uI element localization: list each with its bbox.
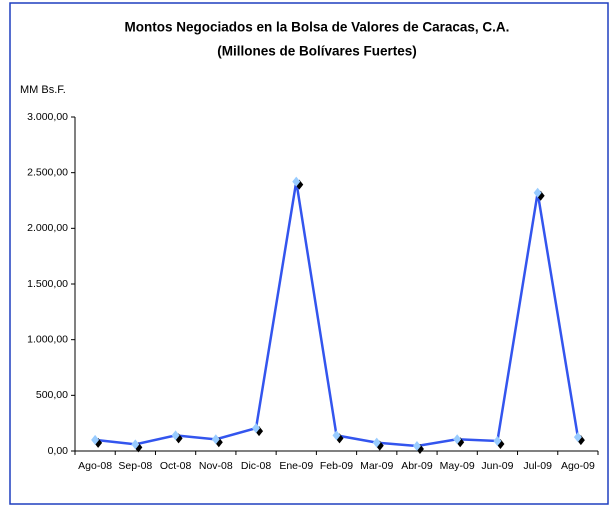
chart-frame xyxy=(9,2,609,505)
x-tick-label: Mar-09 xyxy=(360,460,393,472)
marker xyxy=(332,430,341,441)
y-tick-label: 2.000,00 xyxy=(27,222,68,234)
marker-shadow xyxy=(255,426,264,437)
chart-title: Montos Negociados en la Bolsa de Valores… xyxy=(125,20,510,35)
x-tick-label: Jun-09 xyxy=(481,460,513,472)
marker xyxy=(292,176,301,187)
x-tick-label: Ene-09 xyxy=(279,460,313,472)
marker xyxy=(252,423,261,434)
y-tick-label: 3.000,00 xyxy=(27,111,68,123)
marker xyxy=(91,434,100,445)
marker xyxy=(171,430,180,441)
x-tick-label: Dic-08 xyxy=(241,460,272,472)
y-tick-label: 2.500,00 xyxy=(27,166,68,178)
x-tick-label: Feb-09 xyxy=(320,460,353,472)
y-tick-label: 1.000,00 xyxy=(27,333,68,345)
y-tick-label: 0,00 xyxy=(48,445,69,457)
x-tick-label: May-09 xyxy=(440,460,475,472)
x-tick-label: Jul-09 xyxy=(523,460,552,472)
marker xyxy=(453,434,462,445)
marker xyxy=(573,432,582,443)
x-tick-label: Abr-09 xyxy=(401,460,433,472)
y-axis-label: MM Bs.F. xyxy=(20,84,66,96)
chart-subtitle: (Millones de Bolívares Fuertes) xyxy=(217,44,417,59)
marker xyxy=(493,435,502,446)
x-tick-label: Oct-08 xyxy=(160,460,192,472)
marker xyxy=(533,187,542,198)
y-tick-label: 1.500,00 xyxy=(27,278,68,290)
marker xyxy=(372,437,381,448)
marker xyxy=(131,439,140,450)
x-tick-label: Nov-08 xyxy=(199,460,233,472)
marker xyxy=(211,434,220,445)
y-tick-label: 500,00 xyxy=(36,389,68,401)
x-tick-label: Ago-09 xyxy=(561,460,595,472)
marker xyxy=(412,440,421,451)
x-tick-label: Ago-08 xyxy=(78,460,112,472)
x-tick-label: Sep-08 xyxy=(118,460,152,472)
